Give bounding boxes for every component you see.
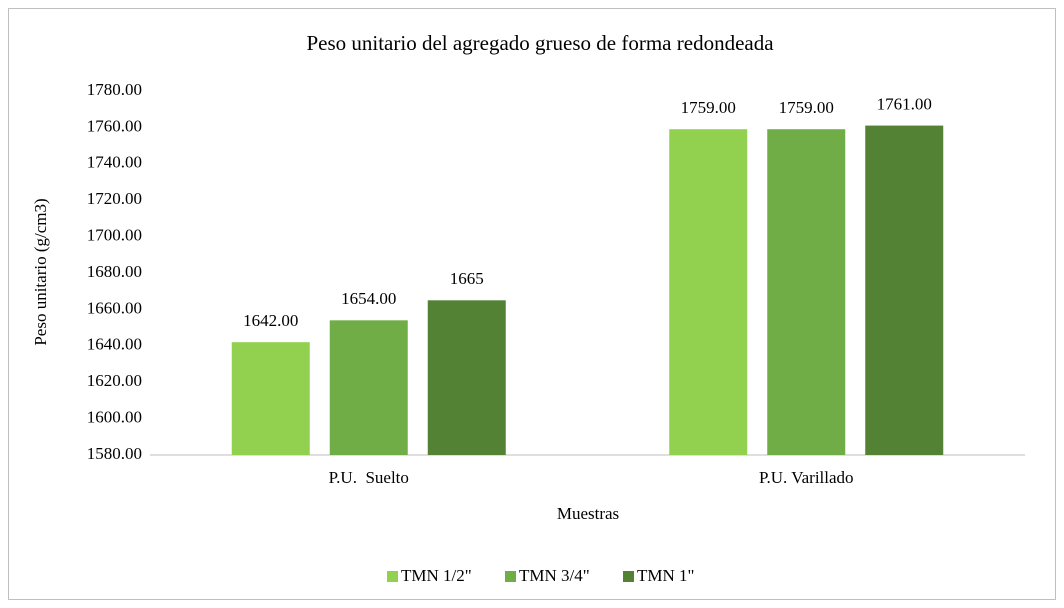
legend-swatch: [387, 571, 398, 582]
y-tick-label: 1760.00: [87, 116, 142, 135]
y-tick-label: 1780.00: [87, 80, 142, 99]
y-tick-label: 1600.00: [87, 408, 142, 427]
data-label: 1761.00: [877, 94, 932, 113]
legend-label: TMN 1/2": [401, 566, 472, 585]
data-label: 1665: [450, 269, 484, 288]
legend-label: TMN 3/4": [519, 566, 590, 585]
y-axis-label: Peso unitario (g/cm3): [31, 198, 50, 345]
x-axis-label: Muestras: [557, 504, 619, 523]
bar: [865, 125, 944, 455]
bar: [767, 129, 846, 455]
data-label: 1642.00: [243, 311, 298, 330]
bar: [427, 300, 506, 455]
y-tick-label: 1700.00: [87, 226, 142, 245]
data-label: 1654.00: [341, 289, 396, 308]
bar: [329, 320, 408, 455]
y-tick-label: 1660.00: [87, 298, 142, 317]
legend-swatch: [623, 571, 634, 582]
y-tick-label: 1580.00: [87, 444, 142, 463]
data-label: 1759.00: [681, 98, 736, 117]
y-tick-label: 1640.00: [87, 335, 142, 354]
y-tick-label: 1740.00: [87, 153, 142, 172]
x-tick-label: P.U. Varillado: [759, 468, 854, 487]
legend-label: TMN 1": [637, 566, 694, 585]
y-tick-label: 1680.00: [87, 262, 142, 281]
y-tick-label: 1620.00: [87, 371, 142, 390]
data-label: 1759.00: [779, 98, 834, 117]
legend-swatch: [505, 571, 516, 582]
chart-title: Peso unitario del agregado grueso de for…: [306, 31, 774, 55]
bar: [231, 342, 310, 455]
y-tick-label: 1720.00: [87, 189, 142, 208]
x-tick-label: P.U. Suelto: [329, 468, 409, 487]
bar: [669, 129, 748, 455]
